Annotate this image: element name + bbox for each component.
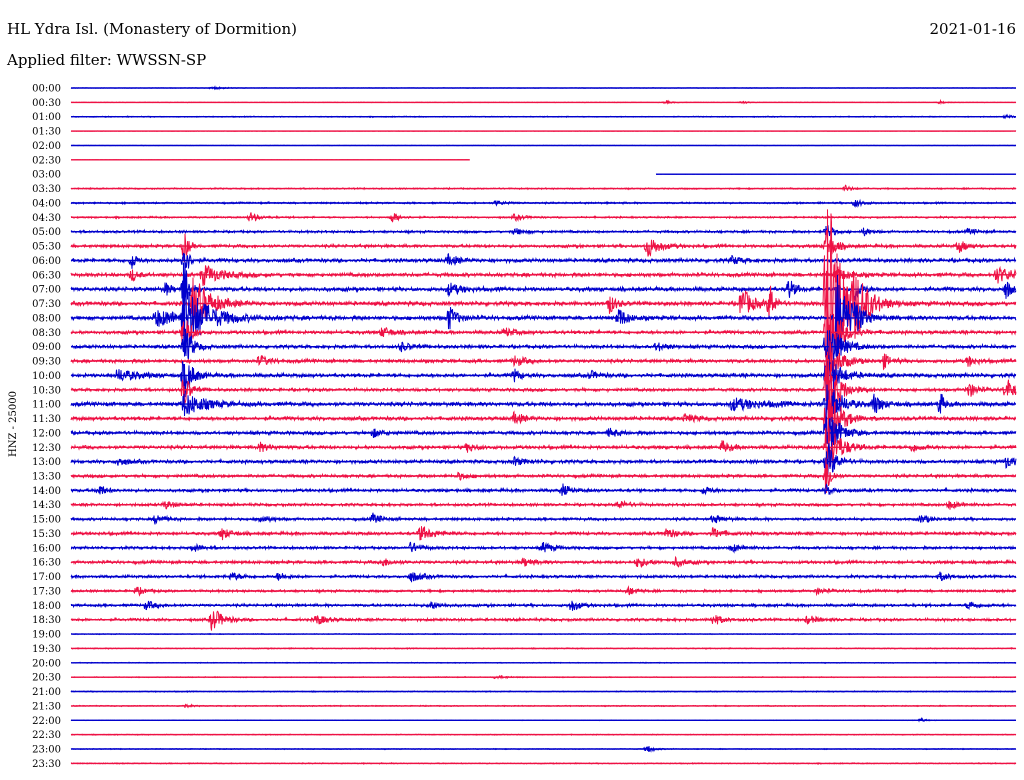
time-label: 14:30 xyxy=(32,500,61,511)
time-label: 11:00 xyxy=(32,400,61,411)
time-label: 22:30 xyxy=(32,730,61,741)
time-label: 08:30 xyxy=(32,328,61,339)
time-label: 07:00 xyxy=(32,285,61,296)
time-label: 02:00 xyxy=(32,141,61,152)
time-label: 17:30 xyxy=(32,587,61,598)
time-label: 10:30 xyxy=(32,385,61,396)
time-label: 09:00 xyxy=(32,342,61,353)
seismic-trace xyxy=(70,610,1017,631)
time-label: 04:00 xyxy=(32,199,61,210)
station-title: HL Ydra Isl. (Monastery of Dormition) xyxy=(7,20,297,38)
time-label: 21:00 xyxy=(32,687,61,698)
time-label: 06:00 xyxy=(32,256,61,267)
time-label: 22:00 xyxy=(32,716,61,727)
time-label: 13:30 xyxy=(32,472,61,483)
time-label: 12:00 xyxy=(32,428,61,439)
time-label: 01:00 xyxy=(32,112,61,123)
seismic-trace xyxy=(70,340,1017,381)
filter-label: Applied filter: WWSSN-SP xyxy=(7,51,207,69)
time-label: 17:00 xyxy=(32,572,61,583)
seismic-trace xyxy=(70,230,1017,263)
time-label: 19:30 xyxy=(32,644,61,655)
time-label: 00:00 xyxy=(32,84,61,95)
time-label: 16:00 xyxy=(32,543,61,554)
channel-label: HNZ - 25000 xyxy=(8,391,19,457)
time-label: 18:30 xyxy=(32,615,61,626)
time-label: 20:00 xyxy=(32,658,61,669)
time-label: 07:30 xyxy=(32,299,61,310)
time-label: 04:30 xyxy=(32,213,61,224)
time-label: 21:30 xyxy=(32,701,61,712)
time-label: 10:00 xyxy=(32,371,61,382)
time-label: 23:30 xyxy=(32,759,61,770)
time-label: 15:00 xyxy=(32,515,61,526)
time-label: 05:30 xyxy=(32,242,61,253)
time-labels: 00:00 00:30 01:00 01:30 02:00 02:30 03:00 03:30… xyxy=(32,84,61,770)
time-label: 20:30 xyxy=(32,673,61,684)
seismic-trace xyxy=(70,541,1016,554)
seismic-trace xyxy=(70,585,1017,597)
time-label: 02:30 xyxy=(32,155,61,166)
seismic-trace xyxy=(70,225,1017,237)
time-label: 16:30 xyxy=(32,558,61,569)
seismic-trace xyxy=(70,327,1017,375)
time-label: 23:00 xyxy=(32,745,61,756)
time-label: 11:30 xyxy=(32,414,61,425)
time-label: 13:00 xyxy=(32,457,61,468)
seismic-trace xyxy=(70,483,1017,496)
time-label: 18:00 xyxy=(32,601,61,612)
seismic-trace xyxy=(70,274,1017,354)
time-label: 05:00 xyxy=(32,227,61,238)
plot-date: 2021-01-16 xyxy=(929,20,1016,38)
time-label: 01:30 xyxy=(32,127,61,138)
time-label: 08:00 xyxy=(32,313,61,324)
time-label: 15:30 xyxy=(32,529,61,540)
seismic-trace xyxy=(70,294,1017,369)
seismic-traces xyxy=(70,85,1017,766)
time-label: 14:00 xyxy=(32,486,61,497)
time-label: 06:30 xyxy=(32,270,61,281)
time-label: 19:00 xyxy=(32,630,61,641)
time-label: 12:30 xyxy=(32,443,61,454)
time-label: 03:30 xyxy=(32,184,61,195)
time-label: 09:30 xyxy=(32,357,61,368)
time-label: 03:00 xyxy=(32,170,61,181)
seismic-trace xyxy=(70,265,1017,286)
time-label: 00:30 xyxy=(32,98,61,109)
